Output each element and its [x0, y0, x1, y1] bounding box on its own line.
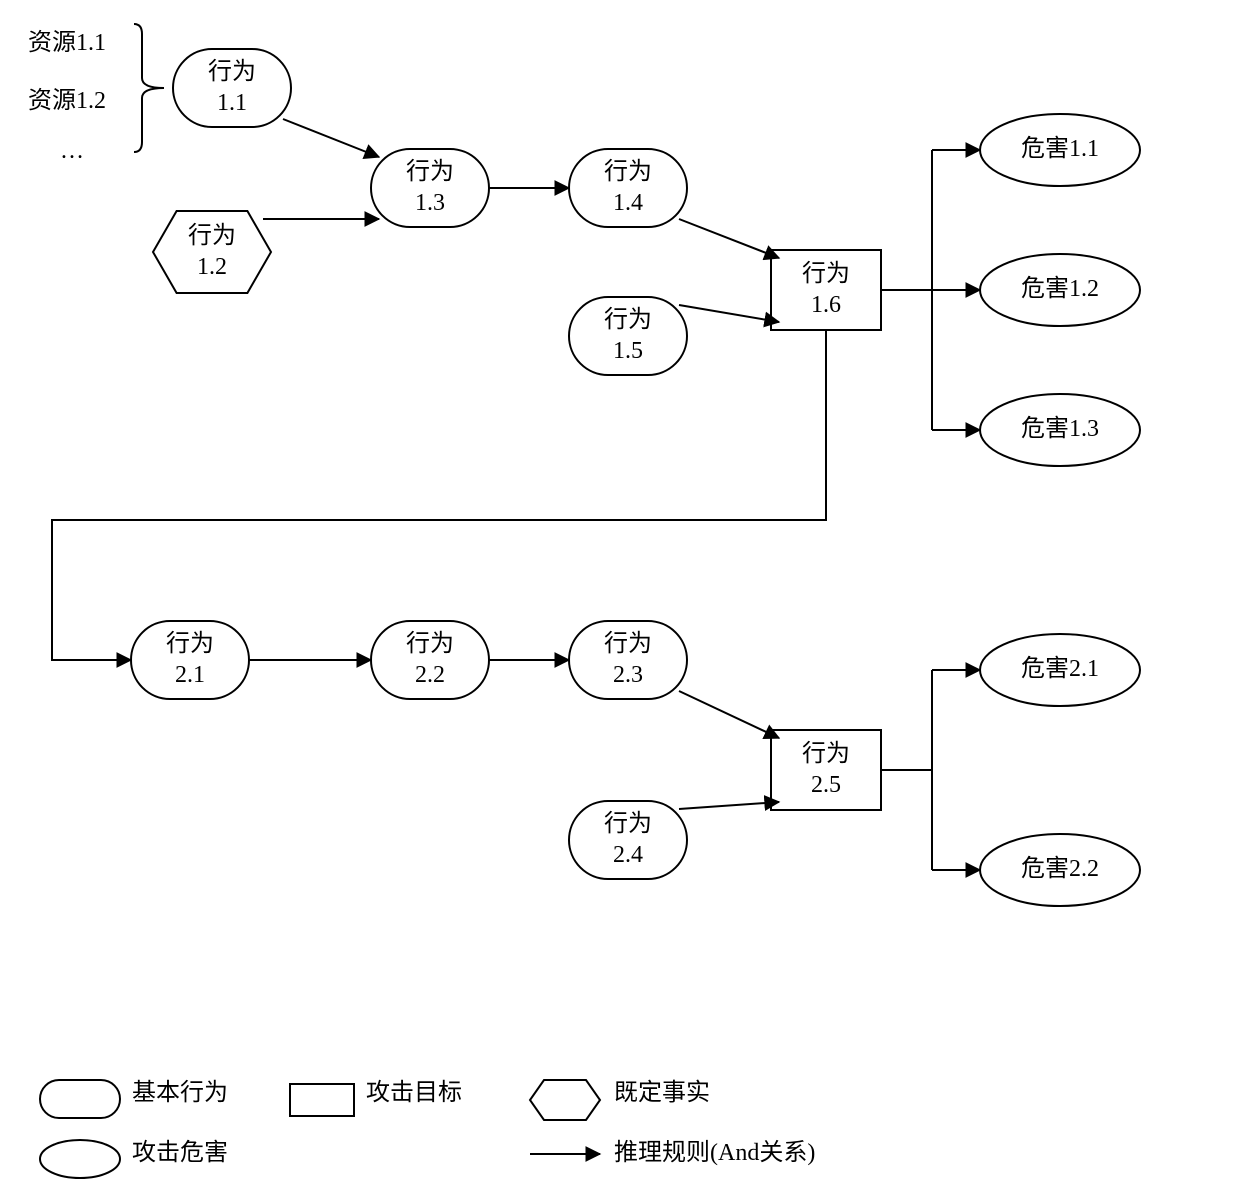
- node-b22: [371, 621, 489, 699]
- resource-resE: …: [60, 138, 84, 165]
- resource-res11: 资源1.1: [28, 22, 106, 57]
- node-b11: [173, 49, 291, 127]
- resource-res12: 资源1.2: [28, 80, 106, 115]
- node-h12: [980, 254, 1140, 326]
- long-path-b16-b21: [52, 330, 826, 660]
- diagram-svg: [0, 0, 1240, 1196]
- node-b25: [771, 730, 881, 810]
- legend-label-4: 推理规则(And关系): [614, 1132, 815, 1167]
- legend-shape-0: [40, 1080, 120, 1118]
- node-b15: [569, 297, 687, 375]
- node-b14: [569, 149, 687, 227]
- node-b24: [569, 801, 687, 879]
- legend-label-3: 攻击危害: [132, 1132, 228, 1167]
- node-h22: [980, 834, 1140, 906]
- node-b21: [131, 621, 249, 699]
- legend-shape-2: [530, 1080, 600, 1120]
- legend-label-2: 既定事实: [614, 1072, 710, 1107]
- legend-label-0: 基本行为: [132, 1072, 228, 1107]
- edge-b24-b25: [679, 802, 779, 809]
- node-b16: [771, 250, 881, 330]
- edge-b15-b16: [679, 305, 779, 322]
- edge-b11-b13: [283, 119, 379, 157]
- edge-b14-b16: [679, 219, 779, 258]
- node-b23: [569, 621, 687, 699]
- node-h11: [980, 114, 1140, 186]
- node-h13: [980, 394, 1140, 466]
- diagram-canvas: 行为 1.1行为 1.2行为 1.3行为 1.4行为 1.5行为 1.6危害1.…: [0, 0, 1240, 1196]
- legend-label-1: 攻击目标: [366, 1072, 462, 1107]
- node-b12: [153, 211, 271, 293]
- resource-brace: [134, 24, 164, 152]
- edge-b23-b25: [679, 691, 779, 738]
- node-b13: [371, 149, 489, 227]
- node-h21: [980, 634, 1140, 706]
- legend-shape-1: [290, 1084, 354, 1116]
- legend-shape-3: [40, 1140, 120, 1178]
